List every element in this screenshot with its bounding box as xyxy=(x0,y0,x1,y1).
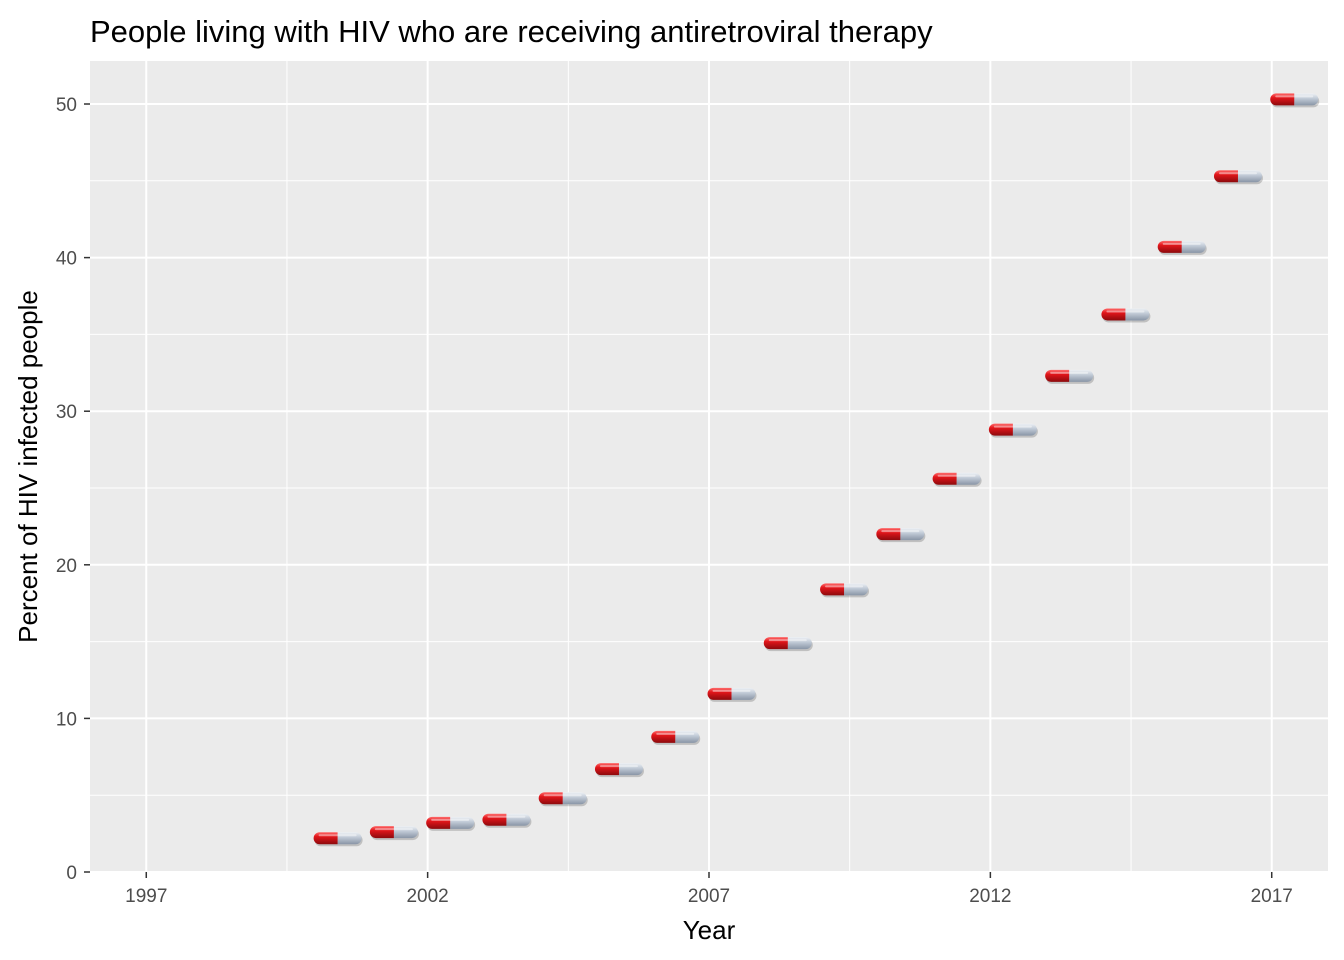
pill-icon xyxy=(988,423,1038,438)
x-tick-labels: 1997 2002 2007 2012 2017 xyxy=(125,886,1293,907)
pill-icon xyxy=(313,832,363,847)
data-points xyxy=(313,93,1320,847)
pill-icon xyxy=(876,528,926,543)
pill-icon xyxy=(1157,240,1207,255)
x-tick-label: 2007 xyxy=(688,886,730,907)
x-tick-label: 2012 xyxy=(969,886,1011,907)
pill-icon xyxy=(369,826,419,841)
pill-icon xyxy=(594,763,644,778)
x-axis-title: Year xyxy=(683,915,736,945)
y-tick-label: 10 xyxy=(56,709,77,730)
x-tick-label: 1997 xyxy=(125,886,167,907)
x-tick-label: 2002 xyxy=(406,886,448,907)
axis-ticks xyxy=(84,103,1273,878)
pill-icon xyxy=(1045,369,1095,384)
pill-icon xyxy=(426,816,476,831)
x-tick-label: 2017 xyxy=(1251,886,1293,907)
pill-icon xyxy=(1270,93,1320,108)
y-tick-label: 50 xyxy=(56,95,77,116)
y-tick-label: 0 xyxy=(66,863,77,884)
pill-icon xyxy=(1213,170,1263,185)
pill-icon xyxy=(763,637,813,652)
pill-icon xyxy=(482,813,532,828)
y-tick-label: 30 xyxy=(56,402,77,423)
y-tick-labels: 0 10 20 30 40 50 xyxy=(56,95,77,884)
pill-icon xyxy=(1101,308,1151,323)
pill-icon xyxy=(651,730,701,745)
pill-icon xyxy=(538,792,588,807)
y-tick-label: 40 xyxy=(56,249,77,270)
pill-icon xyxy=(707,687,757,702)
y-axis-title: Percent of HIV infected people xyxy=(13,290,43,643)
pill-icon xyxy=(820,583,870,598)
chart-title: People living with HIV who are receiving… xyxy=(90,14,933,49)
pill-icon xyxy=(932,472,982,487)
y-tick-label: 20 xyxy=(56,556,77,577)
